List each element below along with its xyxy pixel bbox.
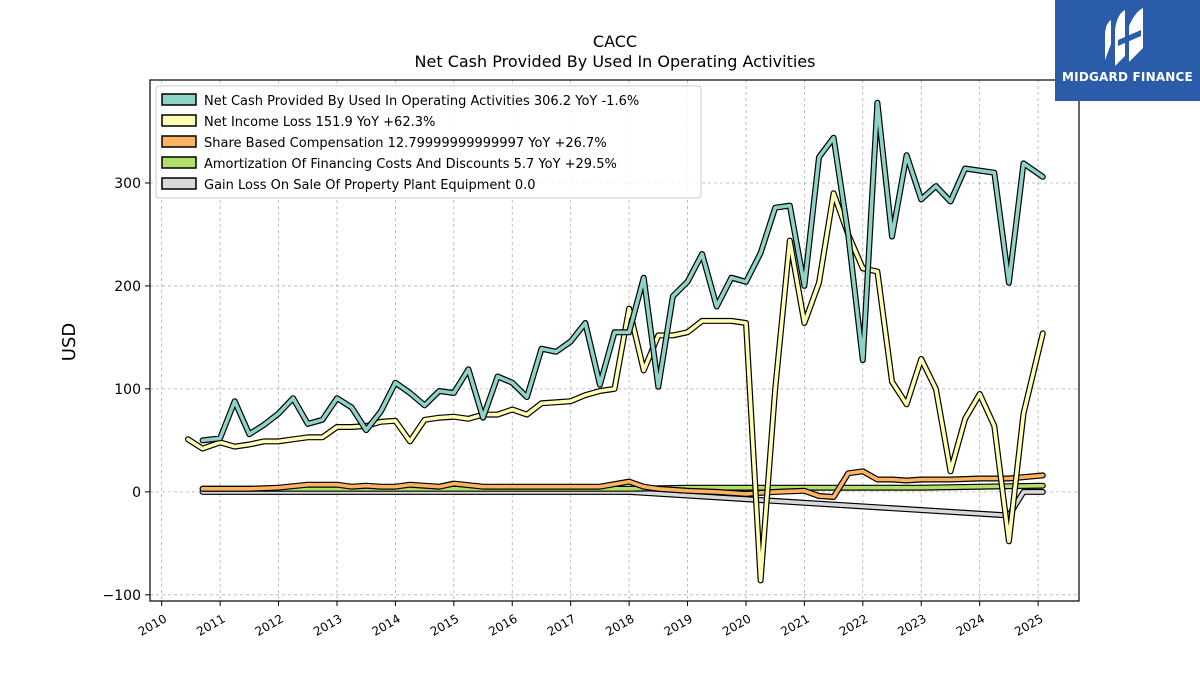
legend-swatch-3 [161, 156, 197, 169]
legend-swatch-2 [161, 135, 197, 148]
legend-entry-2: Share Based Compensation 12.799999999999… [204, 136, 607, 151]
series-line-2 [200, 469, 1045, 499]
y-tick-label: 0 [132, 485, 141, 501]
series-line-4 [200, 490, 1045, 518]
series-line-0 [200, 100, 1045, 443]
y-axis-label: USD [59, 323, 80, 361]
legend-swatch-4 [161, 177, 197, 190]
chart-title: CACC [593, 32, 637, 51]
y-tick-label: −100 [103, 588, 141, 604]
y-tick-label: 200 [114, 279, 141, 295]
midgard-finance-logo: MIDGARD FINANCE [1055, 0, 1200, 101]
legend-entry-3: Amortization Of Financing Costs And Disc… [204, 157, 617, 172]
legend-entry-0: Net Cash Provided By Used In Operating A… [204, 94, 639, 109]
series-line-1 [186, 191, 1045, 583]
y-axis: −100 0 100 200 300 [103, 176, 150, 604]
y-tick-label: 300 [114, 176, 141, 192]
legend-entry-1: Net Income Loss 151.9 YoY +62.3% [204, 115, 435, 130]
legend-swatch-1 [161, 114, 197, 127]
legend-entry-4: Gain Loss On Sale Of Property Plant Equi… [204, 178, 536, 193]
plot-frame [149, 79, 1080, 602]
legend-swatch-0 [161, 93, 197, 106]
y-tick-label: 100 [114, 382, 141, 398]
legend: Net Cash Provided By Used In Operating A… [155, 85, 702, 199]
logo-mark-icon [1105, 8, 1143, 66]
chart-subtitle: Net Cash Provided By Used In Operating A… [415, 52, 816, 71]
legend-frame [155, 85, 702, 199]
logo-brand-text: MIDGARD FINANCE [1062, 70, 1193, 84]
series-group [185, 99, 1046, 584]
